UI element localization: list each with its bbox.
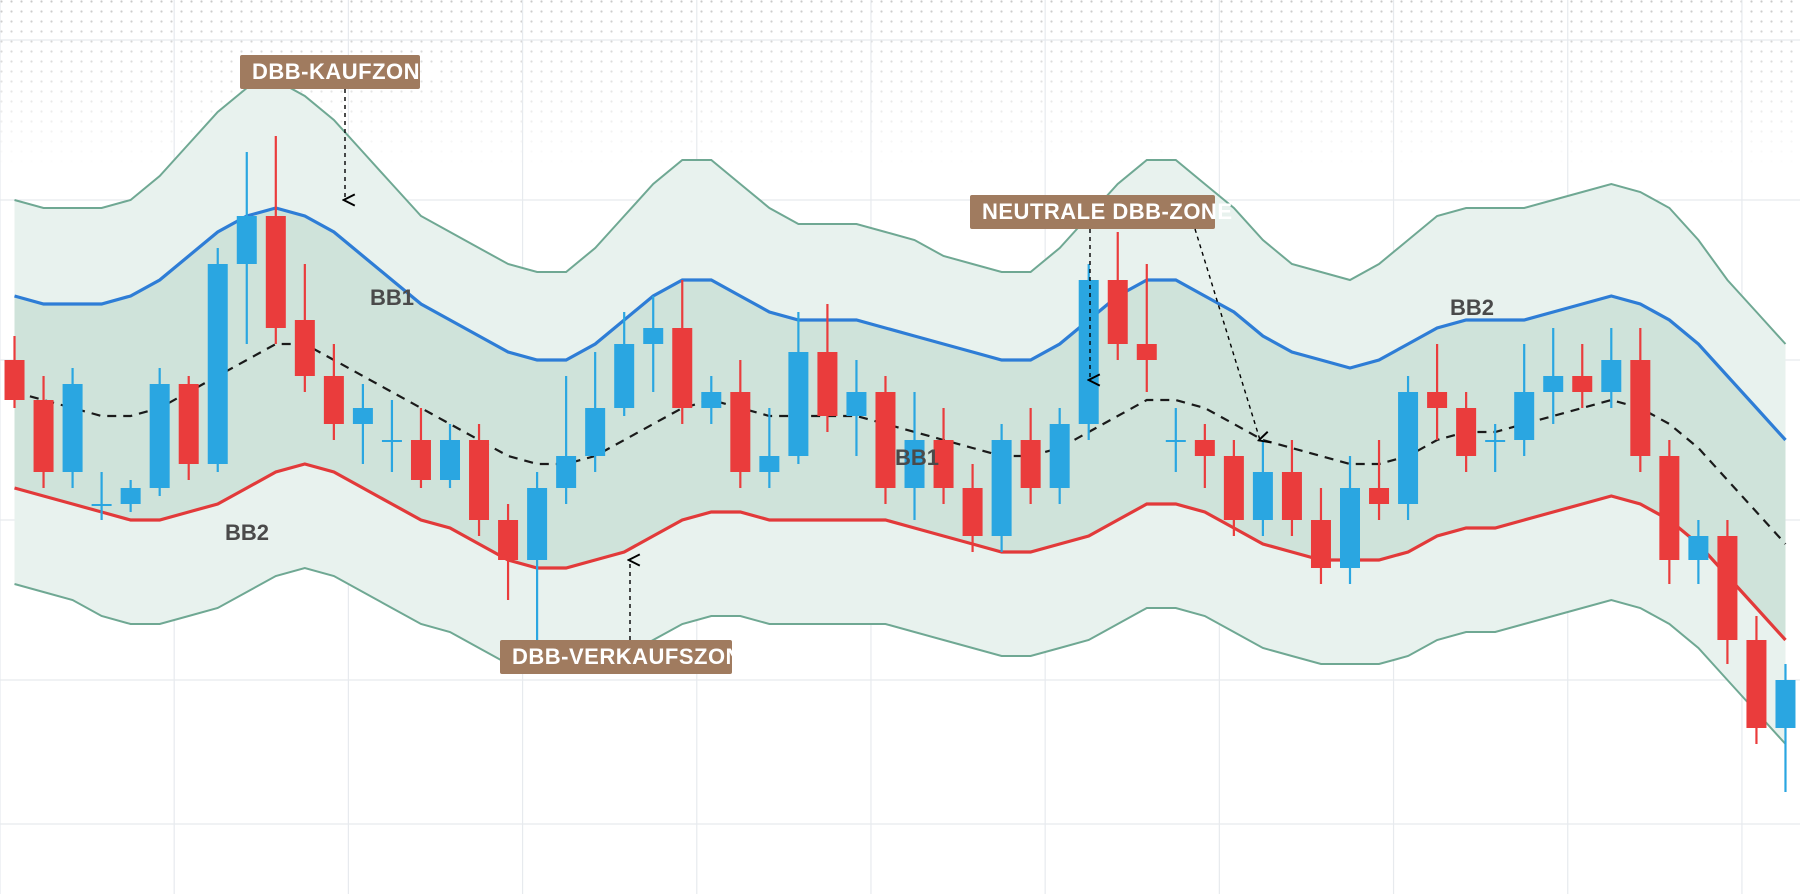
candle-bear <box>1195 440 1215 456</box>
candle-bear <box>34 400 54 472</box>
candle-bear <box>1659 456 1679 560</box>
candle-bull <box>643 328 663 344</box>
candle-bear <box>469 440 489 520</box>
candle-bull <box>1398 392 1418 504</box>
candle-bear <box>672 328 692 408</box>
annotation-tag-text: DBB-VERKAUFSZONE <box>512 644 757 669</box>
candle-bull <box>788 352 808 456</box>
band-label: BB1 <box>370 285 414 310</box>
annotation-tag-text: NEUTRALE DBB-ZONE <box>982 199 1233 224</box>
candle-bear <box>1021 440 1041 488</box>
candle-bear <box>1108 280 1128 344</box>
candle-bull <box>150 384 170 488</box>
candle-bear <box>1717 536 1737 640</box>
candle-bear <box>179 384 199 464</box>
candle-bull <box>92 504 112 506</box>
candle-bull <box>1543 376 1563 392</box>
candle-bear <box>1746 640 1766 728</box>
candle-bull <box>353 408 373 424</box>
candle-bear <box>1311 520 1331 568</box>
candle-bear <box>266 216 286 328</box>
candle-bear <box>817 352 837 416</box>
band-label: BB1 <box>895 445 939 470</box>
candle-bear <box>875 392 895 488</box>
candle-bear <box>411 440 431 480</box>
candlestick-chart-svg: DBB-KAUFZONE DBB-VERKAUFSZONE NEUTRALE DBB… <box>0 0 1800 894</box>
candle-bear <box>5 360 25 400</box>
candle-bear <box>1630 360 1650 456</box>
candle-bear <box>1224 456 1244 520</box>
candle-bear <box>324 376 344 424</box>
candle-bear <box>1572 376 1592 392</box>
candle-bear <box>1427 392 1447 408</box>
candle-bear <box>1137 344 1157 360</box>
candle-bull <box>1253 472 1273 520</box>
candle-bull <box>992 440 1012 536</box>
candle-bull <box>208 264 228 464</box>
candle-bull <box>1485 440 1505 442</box>
candle-bear <box>295 320 315 376</box>
candle-bear <box>963 488 983 536</box>
candle-bull <box>1166 440 1186 442</box>
candle-bull <box>237 216 257 264</box>
candle-bull <box>1775 680 1795 728</box>
candle-bull <box>846 392 866 416</box>
candle-bull <box>585 408 605 456</box>
candle-bull <box>440 440 460 480</box>
candle-bull <box>121 488 141 504</box>
dbb-chart: DBB-KAUFZONE DBB-VERKAUFSZONE NEUTRALE DBB… <box>0 0 1800 894</box>
candle-bull <box>1688 536 1708 560</box>
candle-bull <box>701 392 721 408</box>
candle-bull <box>556 456 576 488</box>
candle-bear <box>730 392 750 472</box>
candle-bull <box>759 456 779 472</box>
candle-bull <box>1079 280 1099 424</box>
candle-bull <box>1514 392 1534 440</box>
candle-bear <box>498 520 518 560</box>
candle-bull <box>382 440 402 442</box>
band-label: BB2 <box>225 520 269 545</box>
annotation-tag-text: DBB-KAUFZONE <box>252 59 435 84</box>
candle-bull <box>614 344 634 408</box>
candle-bear <box>1282 472 1302 520</box>
candle-bull <box>63 384 83 472</box>
candle-bull <box>1340 488 1360 568</box>
candle-bull <box>1050 424 1070 488</box>
band-label: BB2 <box>1450 295 1494 320</box>
candle-bear <box>1456 408 1476 456</box>
candle-bull <box>1601 360 1621 392</box>
candle-bear <box>1369 488 1389 504</box>
candle-bull <box>527 488 547 560</box>
